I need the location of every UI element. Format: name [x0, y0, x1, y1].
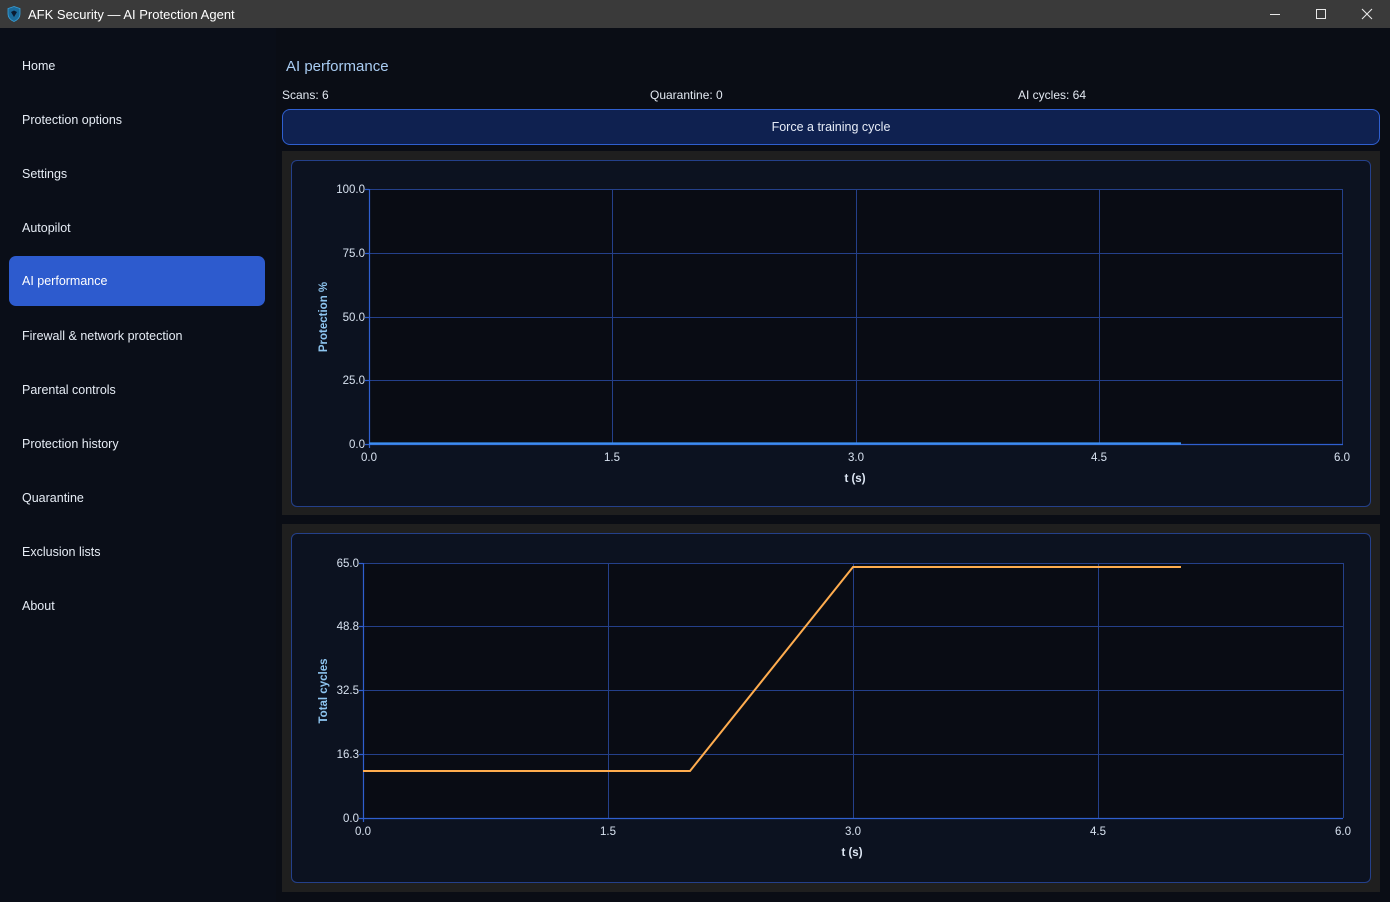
maximize-icon [1316, 9, 1326, 19]
force-training-cycle-button[interactable]: Force a training cycle [282, 109, 1380, 145]
sidebar-item-label: Protection options [22, 113, 123, 127]
title-bar: AFK Security — AI Protection Agent [0, 0, 1390, 28]
x-axis-label: t (s) [841, 847, 862, 859]
cycles-grid [363, 563, 1344, 818]
sidebar-item-firewall[interactable]: Firewall & network protection [9, 311, 265, 361]
cycles-chart-svg: 65.0 48.8 32.5 16.3 0.0 0.0 1.5 3.0 4.5 … [318, 558, 1351, 859]
y-tick: 16.3 [337, 749, 359, 761]
sidebar-item-label: Protection history [22, 437, 119, 451]
y-tick: 0.0 [343, 813, 359, 825]
ai-cycles-count: AI cycles: 64 [1018, 88, 1087, 102]
x-tick: 4.5 [1091, 452, 1107, 464]
x-axis-label: t (s) [844, 473, 865, 485]
sidebar-item-label: Settings [22, 167, 68, 181]
x-tick: 3.0 [845, 826, 861, 838]
page-title: AI performance [286, 58, 389, 75]
protection-chart-svg: 100.0 75.0 50.0 25.0 0.0 0.0 1.5 3.0 4.5… [318, 184, 1350, 485]
sidebar-item-label: Quarantine [22, 491, 84, 505]
sidebar-item-exclusion-lists[interactable]: Exclusion lists [9, 527, 265, 577]
sidebar-item-autopilot[interactable]: Autopilot [9, 203, 265, 253]
x-tick: 1.5 [604, 452, 620, 464]
sidebar-item-home[interactable]: Home [9, 41, 265, 91]
maximize-button[interactable] [1298, 0, 1344, 28]
y-tick: 50.0 [343, 312, 365, 324]
sidebar-item-label: Autopilot [22, 221, 71, 235]
sidebar-item-label: Exclusion lists [22, 545, 101, 559]
minimize-button[interactable] [1252, 0, 1298, 28]
protection-chart: 100.0 75.0 50.0 25.0 0.0 0.0 1.5 3.0 4.5… [291, 160, 1371, 507]
protection-chart-panel: 100.0 75.0 50.0 25.0 0.0 0.0 1.5 3.0 4.5… [282, 151, 1380, 515]
sidebar-item-protection-options[interactable]: Protection options [9, 95, 265, 145]
y-tick: 75.0 [343, 248, 365, 260]
y-axis-label: Total cycles [318, 659, 330, 724]
x-tick: 1.5 [600, 826, 616, 838]
sidebar-item-ai-performance[interactable]: AI performance [9, 256, 265, 306]
y-tick: 32.5 [337, 685, 359, 697]
scans-count: Scans: 6 [282, 88, 329, 102]
quarantine-count: Quarantine: 0 [650, 88, 723, 102]
sidebar-item-label: Firewall & network protection [22, 329, 183, 343]
sidebar-item-label: AI performance [22, 274, 108, 288]
y-tick: 100.0 [336, 184, 365, 196]
sidebar-item-label: Parental controls [22, 383, 116, 397]
sidebar-item-protection-history[interactable]: Protection history [9, 419, 265, 469]
protection-grid [369, 189, 1343, 444]
cycles-line [363, 566, 1181, 772]
x-tick: 0.0 [361, 452, 377, 464]
sidebar-item-parental-controls[interactable]: Parental controls [9, 365, 265, 415]
cycles-chart: 65.0 48.8 32.5 16.3 0.0 0.0 1.5 3.0 4.5 … [291, 533, 1371, 883]
x-tick: 6.0 [1335, 826, 1351, 838]
x-tick: 3.0 [848, 452, 864, 464]
close-button[interactable] [1344, 0, 1390, 28]
close-icon [1361, 8, 1373, 20]
sidebar-item-quarantine[interactable]: Quarantine [9, 473, 265, 523]
y-tick: 0.0 [349, 439, 365, 451]
x-tick: 4.5 [1090, 826, 1106, 838]
y-tick: 25.0 [343, 375, 365, 387]
x-tick: 6.0 [1334, 452, 1350, 464]
y-tick: 65.0 [337, 558, 359, 570]
minimize-icon [1270, 14, 1280, 15]
main-content: AI performance Scans: 6 Quarantine: 0 AI… [276, 28, 1390, 902]
y-tick: 48.8 [337, 621, 359, 633]
cycles-chart-panel: 65.0 48.8 32.5 16.3 0.0 0.0 1.5 3.0 4.5 … [282, 524, 1380, 892]
y-axis-label: Protection % [318, 282, 330, 352]
shield-icon [6, 6, 22, 22]
sidebar-item-settings[interactable]: Settings [9, 149, 265, 199]
window-title: AFK Security — AI Protection Agent [28, 6, 235, 22]
x-tick: 0.0 [355, 826, 371, 838]
force-training-cycle-label: Force a training cycle [771, 120, 891, 134]
sidebar-item-label: About [22, 599, 55, 613]
sidebar: Home Protection options Settings Autopil… [0, 28, 276, 902]
sidebar-item-label: Home [22, 59, 56, 73]
sidebar-item-about[interactable]: About [9, 581, 265, 631]
